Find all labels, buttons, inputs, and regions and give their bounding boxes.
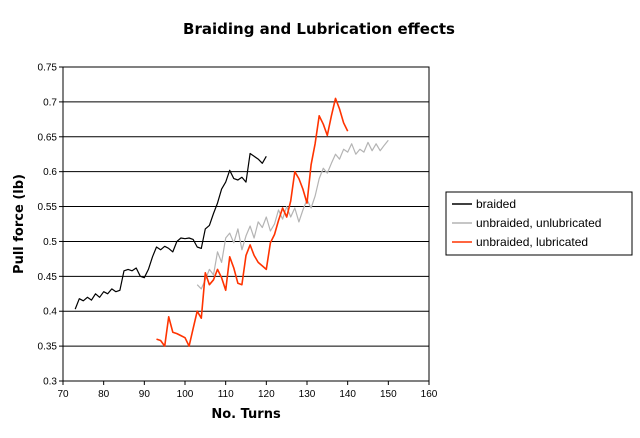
x-tick-label: 140 <box>339 389 356 400</box>
y-axis-ticks: 0.3 0.35 0.4 0.45 0.5 0.55 0.6 0.65 0.7 0.75 <box>38 63 63 388</box>
x-tick-label: 90 <box>139 389 151 400</box>
y-tick-label: 0.45 <box>38 272 58 283</box>
x-tick-label: 120 <box>258 389 275 400</box>
x-tick-label: 150 <box>380 389 397 400</box>
legend: braided unbraided, unlubricated unbraide… <box>445 191 633 256</box>
x-axis-ticks: 70 80 90 100 110 120 130 140 150 160 <box>57 381 438 400</box>
legend-label-unbraided-lubricated: unbraided, lubricated <box>476 235 588 249</box>
x-tick-label: 100 <box>177 389 194 400</box>
x-tick-label: 70 <box>57 389 69 400</box>
y-tick-label: 0.6 <box>43 167 57 178</box>
series-line-unbraided-unlubricated <box>196 139 389 290</box>
y-tick-label: 0.4 <box>43 307 57 318</box>
plot-area <box>62 66 430 382</box>
y-axis-title: Pull force (lb) <box>12 174 27 274</box>
y-tick-label: 0.7 <box>43 97 57 108</box>
series-lines <box>74 97 389 347</box>
y-tick-label: 0.35 <box>38 342 58 353</box>
y-tick-label: 0.3 <box>43 377 57 388</box>
series-line-unbraided-lubricated <box>156 97 349 347</box>
y-tick-label: 0.55 <box>38 202 58 213</box>
x-axis-title: No. Turns <box>211 407 281 422</box>
legend-label-unbraided-unlubricated: unbraided, unlubricated <box>476 216 601 230</box>
x-tick-label: 160 <box>421 389 438 400</box>
legend-label-braided: braided <box>476 197 516 211</box>
x-tick-label: 130 <box>299 389 316 400</box>
y-tick-label: 0.5 <box>43 237 57 248</box>
chart-title: Braiding and Lubrication effects <box>183 20 455 38</box>
series-line-braided <box>74 152 267 310</box>
x-tick-label: 80 <box>98 389 110 400</box>
x-tick-label: 110 <box>218 389 234 400</box>
y-tick-label: 0.75 <box>38 63 58 74</box>
gridlines <box>63 101 429 347</box>
y-tick-label: 0.65 <box>38 132 58 143</box>
legend-box <box>445 191 633 256</box>
